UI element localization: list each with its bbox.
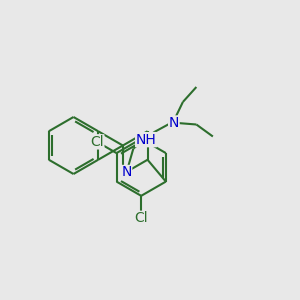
Text: NH: NH bbox=[136, 133, 156, 147]
Text: Cl: Cl bbox=[90, 135, 104, 149]
Text: N: N bbox=[121, 166, 132, 179]
Text: Cl: Cl bbox=[134, 211, 148, 225]
Text: N: N bbox=[169, 116, 179, 130]
